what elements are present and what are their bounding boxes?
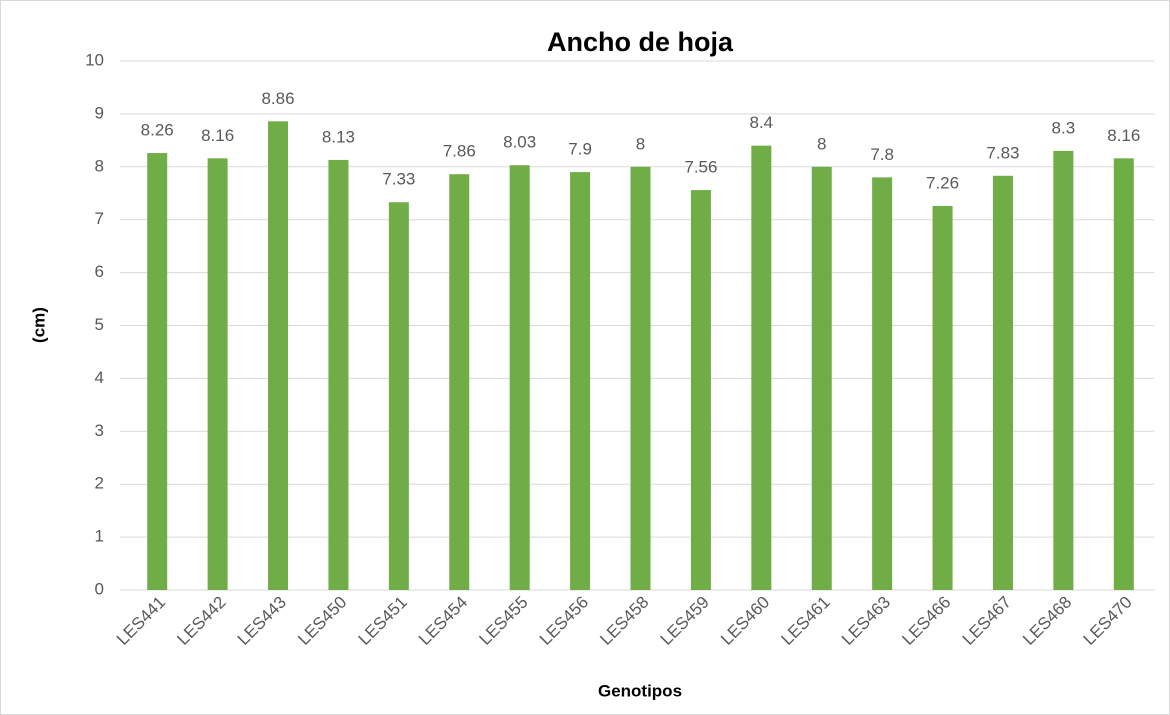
y-tick-label: 6 [95, 262, 104, 281]
y-tick-label: 5 [95, 315, 104, 334]
data-label: 8.4 [750, 113, 774, 132]
bar [1113, 158, 1134, 590]
bar [509, 165, 530, 590]
y-tick-label: 2 [95, 474, 104, 493]
x-axis-title: Genotipos [598, 681, 682, 700]
bar [751, 145, 772, 590]
data-label: 7.26 [926, 173, 959, 192]
data-label: 7.9 [568, 140, 592, 159]
y-tick-label: 10 [85, 50, 104, 69]
bar [1053, 150, 1074, 590]
data-label: 7.8 [870, 145, 894, 164]
bar [268, 121, 289, 590]
bar [147, 153, 168, 590]
data-label: 8.3 [1052, 118, 1076, 137]
bar [570, 172, 591, 590]
chart-title: Ancho de hoja [547, 27, 734, 57]
data-label: 7.86 [443, 142, 476, 161]
y-tick-label: 4 [95, 368, 104, 387]
data-label: 7.56 [684, 158, 717, 177]
bar [449, 174, 470, 590]
data-label: 8 [817, 134, 826, 153]
data-label: 8.03 [503, 133, 536, 152]
bar [630, 166, 651, 591]
data-label: 7.33 [382, 170, 415, 189]
data-label: 7.83 [986, 143, 1019, 162]
y-tick-label: 3 [95, 421, 104, 440]
y-axis-title: (cm) [29, 307, 48, 343]
bar [207, 158, 228, 590]
bar [932, 205, 953, 591]
data-label: 8.13 [322, 127, 355, 146]
data-label: 8.26 [141, 121, 174, 140]
data-label: 8 [636, 134, 645, 153]
data-label: 8.86 [261, 89, 294, 108]
data-label: 8.16 [201, 126, 234, 145]
y-tick-label: 9 [95, 103, 104, 122]
bar [690, 190, 711, 591]
y-tick-label: 8 [95, 156, 104, 175]
y-tick-label: 7 [95, 209, 104, 228]
y-tick-label: 1 [95, 527, 104, 546]
bar [872, 177, 893, 590]
bar [992, 175, 1013, 590]
bar [388, 202, 409, 591]
bar [328, 159, 349, 590]
y-tick-label: 0 [95, 579, 104, 598]
data-label: 8.16 [1107, 126, 1140, 145]
bar [811, 166, 832, 591]
